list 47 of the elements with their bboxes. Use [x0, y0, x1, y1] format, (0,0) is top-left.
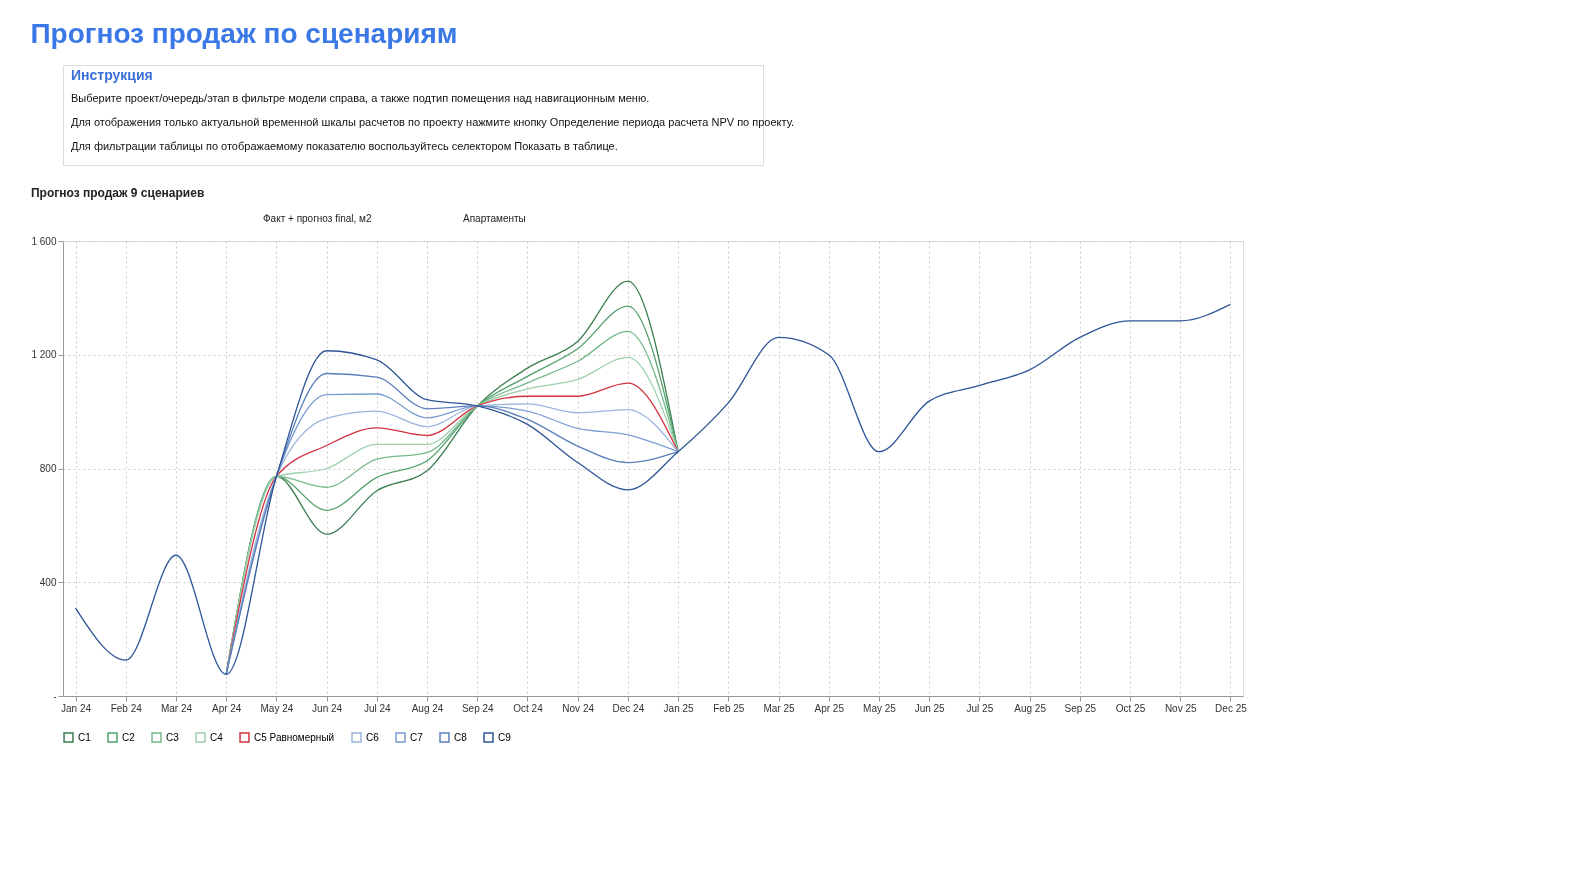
legend-label: C3	[166, 731, 180, 743]
text: Факт + прогноз final, м2	[263, 213, 372, 224]
y-tick-label: 400	[39, 576, 57, 588]
text: Для фильтрации таблицы по отображаемому показателю воспользуйтесь селектором Показать в таблице.	[71, 140, 618, 152]
x-tick-label: Apr 25	[814, 702, 845, 714]
legend-label: C1	[78, 731, 92, 743]
x-tick-label: Jul 25	[966, 702, 994, 714]
x-tick-label: Nov 25	[1164, 702, 1198, 714]
legend-label: C9	[498, 731, 512, 743]
text: Инструкция	[71, 67, 153, 83]
legend-label: C6	[366, 731, 380, 743]
x-tick-label: Apr 24	[211, 702, 242, 714]
x-tick-label: Feb 25	[713, 702, 745, 714]
text: Для отображения только актуальной временной шкалы расчетов по проекту нажмите кнопку Определение периода расчета NPV по проекту.	[71, 116, 795, 128]
x-tick-label: Oct 25	[1115, 702, 1146, 714]
x-tick-label: Feb 24	[110, 702, 143, 714]
x-tick-label: Mar 25	[763, 702, 796, 714]
x-tick-label: Jun 25	[914, 702, 946, 714]
chart-title: Прогноз продаж по сценариям	[30, 17, 458, 49]
text: Выберите проект/очередь/этап в фильтре модели справа, а также подтип помещения над навигационным меню.	[71, 92, 650, 104]
x-tick-label: May 25	[863, 702, 897, 714]
legend-label: C7	[410, 731, 424, 743]
x-tick-label: May 24	[260, 702, 294, 714]
line-series	[74, 303, 1232, 676]
x-tick-label: Sep 24	[461, 702, 495, 714]
x-tick-label: Nov 24	[562, 702, 595, 714]
y-tick-label: 800	[39, 463, 57, 474]
legend-label: C4	[210, 731, 224, 743]
x-tick-label: Oct 24	[513, 702, 544, 714]
legend-label: C2	[122, 731, 136, 743]
x-tick-label: Jan 24	[61, 702, 92, 714]
x-tick-label: Jun 24	[312, 702, 343, 714]
x-tick-label: Jan 25	[663, 702, 695, 714]
text: Апартаменты	[463, 213, 526, 224]
x-tick-label: Aug 24	[411, 702, 444, 714]
legend-label: C5 Равномерный	[254, 731, 335, 743]
y-tick-label: 1 200	[31, 349, 57, 361]
y-tick-label: -	[53, 690, 57, 702]
x-tick-label: Aug 25	[1014, 702, 1047, 714]
chart-subtitle: Прогноз продаж 9 сценариев	[30, 186, 205, 200]
x-tick-label: Dec 24	[612, 702, 645, 714]
legend-label: C8	[454, 731, 468, 743]
y-tick-label: 1 600	[31, 235, 57, 247]
x-tick-label: Sep 25	[1064, 702, 1097, 714]
x-tick-label: Jul 24	[363, 702, 392, 714]
x-tick-label: Dec 25	[1215, 702, 1248, 714]
x-tick-label: Mar 24	[160, 702, 193, 714]
